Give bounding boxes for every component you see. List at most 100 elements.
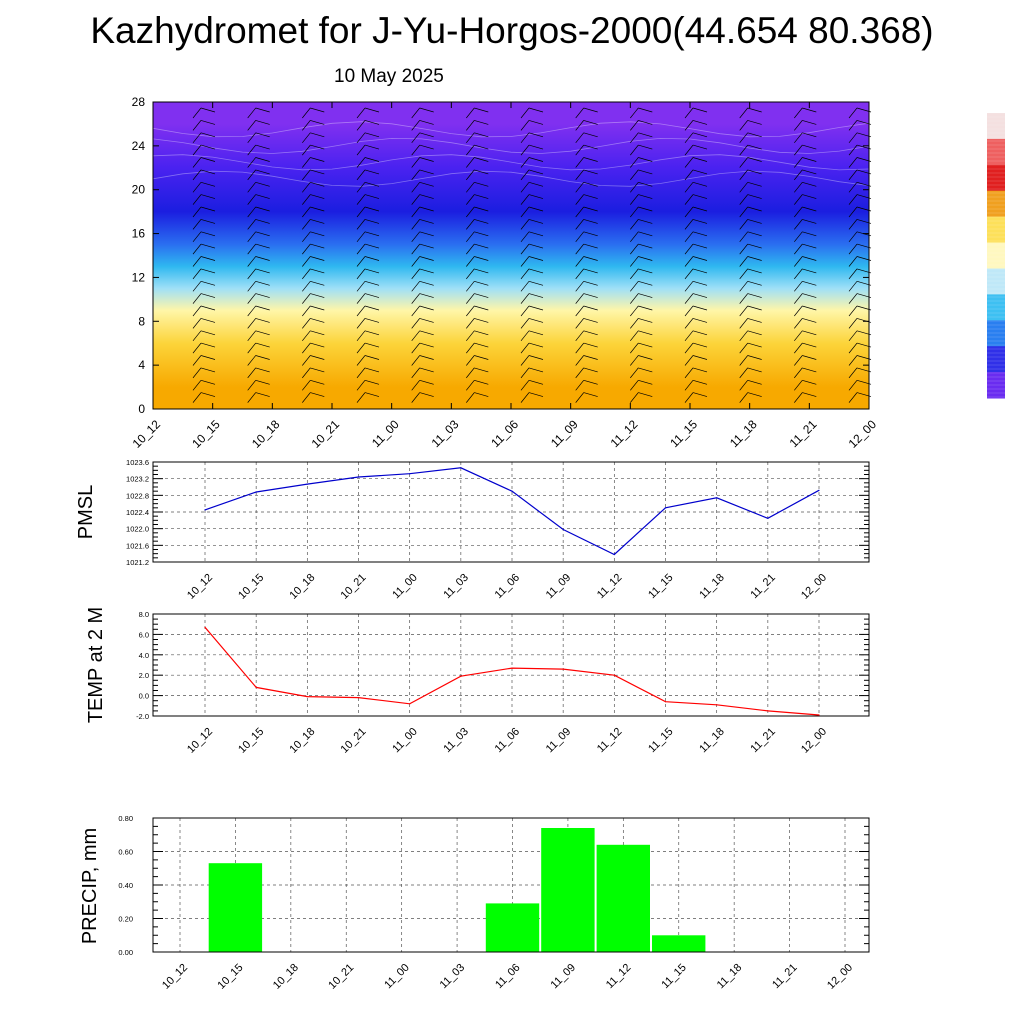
wind-barb: [630, 280, 653, 292]
wind-barb: [411, 256, 434, 267]
data-point: [664, 701, 667, 703]
wind-barb: [575, 107, 598, 119]
colorbar-swatch: [987, 268, 1005, 295]
wind-barb: [356, 243, 380, 255]
wind-barb: [411, 367, 434, 379]
wind-barb: [247, 181, 270, 193]
wind-barb: [466, 120, 489, 131]
wind-barb: [247, 120, 270, 131]
data-point: [306, 696, 308, 698]
wind-barb: [794, 342, 817, 354]
y-tick-label: 16: [132, 227, 146, 241]
y-tick-label: 0.00: [118, 948, 133, 957]
wind-barb: [247, 194, 270, 205]
data-point: [357, 697, 360, 699]
wind-barb: [684, 293, 708, 304]
x-tick-label: 11_06: [493, 572, 523, 602]
wind-barb: [247, 293, 270, 304]
x-tick-label: 10_21: [339, 572, 369, 602]
x-tick-label: 12_00: [846, 417, 880, 451]
wind-barb: [794, 280, 817, 292]
wind-barb: [411, 157, 434, 168]
wind-barb: [247, 256, 270, 267]
x-tick-label: 11_18: [727, 417, 760, 450]
y-tick-label: 0: [138, 402, 145, 416]
wind-barb: [411, 107, 434, 119]
data-point: [562, 668, 564, 670]
x-tick-label: 11_06: [493, 962, 523, 992]
y-tick-label: 1022.4: [126, 508, 149, 517]
wind-barb: [794, 107, 817, 119]
wind-barb: [794, 144, 817, 156]
y-tick-label: 1021.2: [126, 558, 149, 567]
wind-barb: [684, 120, 708, 131]
wind-barb: [630, 379, 653, 391]
grid: [153, 462, 869, 562]
x-tick-label: 11_12: [604, 962, 634, 992]
wind-barb: [630, 256, 653, 267]
wind-barb: [466, 181, 489, 193]
wind-barb: [575, 318, 598, 329]
wind-barb: [575, 256, 598, 267]
wind-barb: [794, 355, 817, 366]
wind-barb: [466, 280, 489, 292]
data-point: [306, 483, 308, 485]
wind-barb: [411, 243, 434, 255]
wind-barb: [794, 120, 817, 131]
wind-barb: [466, 107, 489, 119]
wind-barb: [739, 120, 762, 131]
x-tick-label: 11_00: [369, 417, 402, 450]
x-tick-label: 10_15: [236, 572, 266, 602]
x-tick-label: 11_03: [441, 572, 471, 602]
x-tick-label: 11_15: [667, 417, 700, 450]
wind-barb: [520, 342, 544, 354]
wind-barb: [575, 243, 598, 255]
wind-barb: [630, 181, 653, 193]
wind-barb: [411, 379, 434, 391]
y-tick-label: 24: [132, 139, 146, 153]
wind-barb: [466, 256, 489, 267]
wind-barb: [356, 194, 380, 205]
wind-barb: [739, 144, 762, 156]
wind-barb: [302, 305, 325, 317]
wind-barb: [575, 379, 598, 391]
wind-barb: [192, 367, 216, 379]
x-tick-label: 11_09: [548, 417, 581, 450]
wind-barb: [630, 268, 653, 280]
wind-barb: [630, 330, 653, 342]
colorbar-swatch: [987, 216, 1005, 243]
wind-barb: [302, 219, 325, 230]
wind-barb: [302, 120, 325, 131]
wind-barb: [192, 305, 216, 317]
x-tick-label: 10_18: [249, 417, 283, 451]
wind-barb: [192, 379, 216, 391]
y-tick-label: 0.60: [118, 848, 133, 857]
wind-barb: [411, 305, 434, 317]
y-tick-label: 1021.6: [126, 541, 149, 550]
wind-barb: [684, 219, 708, 230]
wind-barb: [356, 280, 380, 292]
wind-barb: [630, 355, 653, 366]
wind-barb: [466, 318, 489, 329]
wind-barb: [192, 144, 216, 156]
wind-barb: [520, 355, 544, 366]
precip-bar: [596, 844, 650, 952]
wind-barb: [684, 144, 708, 156]
wind-barb: [739, 280, 762, 292]
y-tick-label: 1022.8: [126, 491, 149, 500]
data-point: [511, 667, 513, 669]
contour-line: [152, 121, 870, 138]
x-tick-label: 10_21: [326, 962, 356, 992]
wind-barb: [684, 181, 708, 193]
wind-barb: [684, 157, 708, 168]
wind-barb: [520, 305, 544, 317]
wind-barb: [684, 342, 708, 354]
wind-barb: [794, 231, 817, 243]
wind-barb: [247, 280, 270, 292]
wind-barb: [630, 342, 653, 354]
wind-barb: [192, 355, 216, 366]
wind-barb: [684, 392, 708, 403]
x-tick-label: 11_00: [390, 572, 420, 602]
wind-barb: [794, 206, 817, 218]
x-tick-label: 11_12: [595, 726, 625, 756]
